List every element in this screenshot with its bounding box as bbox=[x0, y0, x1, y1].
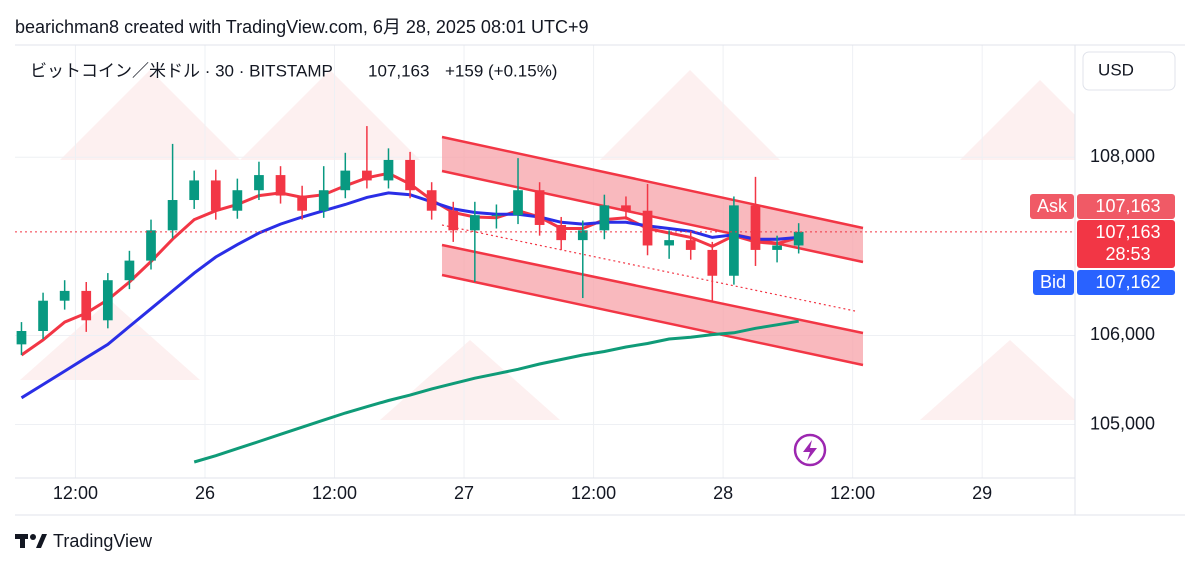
x-tick-label: 12:00 bbox=[571, 483, 616, 503]
candle-body bbox=[102, 280, 113, 321]
currency[interactable]: USD bbox=[1098, 60, 1134, 79]
price: 107,163 bbox=[368, 61, 429, 80]
candle-body bbox=[707, 249, 718, 276]
candle-body bbox=[167, 200, 178, 231]
candle-body bbox=[642, 210, 653, 246]
candle-body bbox=[491, 215, 502, 217]
moving-average bbox=[193, 319, 799, 464]
candle-body bbox=[685, 240, 696, 250]
candle-body bbox=[16, 330, 27, 345]
y-tick-label: 106,000 bbox=[1090, 324, 1155, 344]
x-tick-label: 29 bbox=[972, 483, 992, 503]
change: +159 (+0.15%) bbox=[445, 61, 557, 80]
attribution: bearichman8 created with TradingView.com… bbox=[15, 17, 589, 37]
bid-price: 107,162 bbox=[1095, 272, 1160, 292]
candle-body bbox=[38, 300, 48, 331]
brand: TradingView bbox=[53, 531, 153, 551]
candle-body bbox=[383, 159, 394, 181]
candle-body bbox=[534, 190, 545, 225]
countdown: 28:53 bbox=[1105, 244, 1150, 264]
candle-body bbox=[405, 159, 415, 191]
brand-logo bbox=[15, 534, 47, 548]
bid-label: Bid bbox=[1040, 272, 1066, 292]
candle-body bbox=[189, 180, 200, 201]
ask-price: 107,163 bbox=[1095, 196, 1160, 216]
candle-body bbox=[750, 205, 761, 250]
candle-body bbox=[599, 205, 610, 231]
x-tick-label: 12:00 bbox=[53, 483, 98, 503]
y-tick-label: 108,000 bbox=[1090, 146, 1155, 166]
candle-body bbox=[124, 260, 135, 281]
candle-body bbox=[513, 190, 523, 216]
candle-body bbox=[340, 170, 351, 191]
candle-body bbox=[254, 175, 264, 191]
candle-body bbox=[448, 210, 459, 231]
ask-label: Ask bbox=[1037, 196, 1068, 216]
candle-body bbox=[275, 175, 286, 196]
candle-body bbox=[577, 230, 588, 241]
candle-body bbox=[297, 195, 307, 211]
x-tick-label: 12:00 bbox=[312, 483, 357, 503]
candle-body bbox=[210, 180, 221, 211]
alert-icon[interactable] bbox=[793, 433, 827, 467]
x-tick-label: 12:00 bbox=[830, 483, 875, 503]
candle-body bbox=[232, 190, 243, 211]
candle-body bbox=[59, 290, 70, 301]
last-tag bbox=[1077, 220, 1175, 268]
candle-body bbox=[556, 224, 567, 241]
candle-body bbox=[729, 205, 739, 276]
candle-body bbox=[621, 205, 631, 211]
y-tick-label: 105,000 bbox=[1090, 413, 1155, 433]
x-tick-label: 26 bbox=[195, 483, 215, 503]
bid-tag bbox=[1077, 270, 1175, 295]
bid-tag bbox=[1033, 270, 1074, 295]
x-tick-label: 28 bbox=[713, 483, 733, 503]
candle-body bbox=[469, 215, 480, 231]
ask-tag bbox=[1077, 194, 1175, 219]
candle-body bbox=[664, 240, 674, 246]
candle-body bbox=[772, 245, 782, 250]
last-price-label: 107,163 bbox=[1095, 222, 1160, 242]
plot bbox=[15, 126, 1075, 464]
candle-body bbox=[793, 231, 804, 246]
candle-body bbox=[426, 190, 437, 211]
candle-body bbox=[146, 230, 156, 261]
symbol: ビットコイン／米ドル · 30 · BITSTAMP bbox=[30, 61, 333, 80]
candle-body bbox=[362, 170, 372, 181]
x-tick-label: 27 bbox=[454, 483, 474, 503]
ask-tag bbox=[1030, 194, 1074, 219]
candle-body bbox=[318, 190, 329, 211]
currency-button[interactable] bbox=[1082, 51, 1176, 91]
candle-body bbox=[81, 290, 92, 321]
